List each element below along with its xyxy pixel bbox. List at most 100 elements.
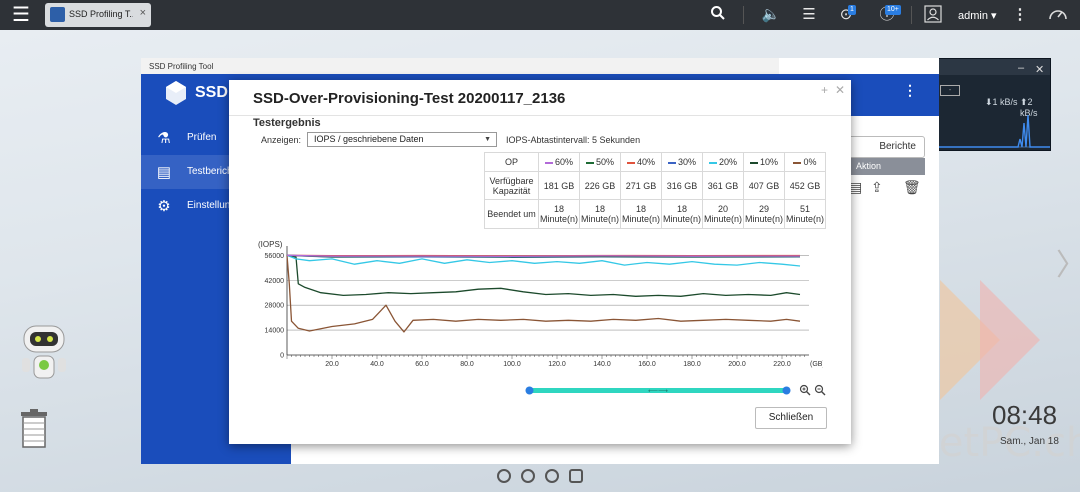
taskbar-divider: [911, 6, 912, 24]
user-icon[interactable]: [922, 5, 944, 25]
op-value: 20%: [718, 157, 737, 167]
user-menu[interactable]: admin ▾: [958, 10, 997, 22]
y-tick-label: 0: [280, 353, 284, 360]
range-slider[interactable]: ⟵⟶: [525, 386, 791, 395]
x-tick-label: 20.0: [325, 361, 339, 368]
chevron-down-icon: ▼: [484, 136, 491, 143]
maximize-icon[interactable]: +: [821, 83, 829, 97]
ended-value: 18 Minute(n): [661, 199, 703, 229]
close-button[interactable]: Schließen: [755, 407, 827, 429]
sidebar-item-einstellungen[interactable]: ⚙ Einstellungen: [141, 189, 291, 223]
test-result-dialog: + ✕ SSD-Over-Provisioning-Test 20200117_…: [229, 80, 851, 444]
ssd-logo-icon: [166, 81, 186, 105]
minimize-icon[interactable]: –: [1018, 62, 1025, 74]
op-value: 30%: [677, 157, 696, 167]
x-tick-label: 60.0: [415, 361, 429, 368]
dashboard-icon[interactable]: [1046, 5, 1070, 25]
x-tick-label: 40.0: [370, 361, 384, 368]
op-value: 60%: [554, 157, 573, 167]
divider: [229, 115, 851, 116]
x-axis-label: (GB): [810, 361, 823, 368]
table-cell: 0%: [784, 152, 826, 172]
range-slider-track: [529, 388, 787, 393]
capacity-value: 271 GB: [620, 171, 662, 200]
document-icon[interactable]: ▤: [849, 179, 863, 195]
x-tick-label: 120.0: [548, 361, 566, 368]
sidebar-item-label: Prüfen: [187, 132, 217, 143]
y-tick-label: 42000: [265, 278, 285, 285]
sidebar-item-pruefen[interactable]: ⚗ Prüfen: [141, 121, 291, 155]
zoom-out-icon[interactable]: [814, 384, 826, 396]
x-tick-label: 220.0: [773, 361, 791, 368]
range-slider-handle-left: [525, 386, 534, 395]
ended-value: 20 Minute(n): [702, 199, 744, 229]
legend-swatch: [793, 161, 802, 164]
ended-value: 18 Minute(n): [538, 199, 580, 229]
x-tick-label: 80.0: [460, 361, 474, 368]
next-arrow-icon[interactable]: 〉: [1056, 240, 1080, 284]
show-label: Anzeigen:: [261, 135, 302, 145]
table-cell: 10%: [743, 152, 785, 172]
series-line-60pct: [286, 254, 801, 258]
more-options-icon[interactable]: ⋮: [903, 82, 917, 98]
trash-icon[interactable]: [18, 408, 50, 448]
table-cell: 50%: [579, 152, 621, 172]
series-line-10pct: [286, 254, 801, 297]
export-icon[interactable]: ⇪: [871, 179, 883, 195]
dock-icon[interactable]: [497, 469, 511, 483]
taskbar: ☰ SSD Profiling T... × 🔈 ☰ ⊙1 ⓘ10+ admin…: [0, 0, 1080, 30]
window-title: SSD Profiling Tool: [149, 62, 214, 71]
dock-icon[interactable]: [545, 469, 559, 483]
close-icon[interactable]: ✕: [835, 83, 846, 97]
close-tab-icon[interactable]: ×: [139, 7, 146, 19]
legend-swatch: [667, 161, 676, 164]
x-tick-label: 180.0: [683, 361, 701, 368]
x-tick-label: 100.0: [503, 361, 521, 368]
x-tick-label: 160.0: [638, 361, 656, 368]
more-options-icon[interactable]: ⋮: [1012, 6, 1028, 23]
legend-swatch: [626, 161, 635, 164]
robot-mascot-icon[interactable]: [16, 320, 74, 390]
x-tick-label: 140.0: [593, 361, 611, 368]
op-value: 10%: [759, 157, 778, 167]
info-icon[interactable]: ⓘ10+: [872, 5, 902, 25]
window-titlebar: SSD Profiling Tool: [141, 58, 779, 74]
search-icon[interactable]: [707, 5, 729, 25]
dialog-title: SSD-Over-Provisioning-Test 20200117_2136: [253, 90, 566, 107]
range-slider-handle-right: [782, 386, 791, 395]
ended-value: 18 Minute(n): [579, 199, 621, 229]
capacity-value: 226 GB: [579, 171, 621, 200]
dock-icon[interactable]: [521, 469, 535, 483]
close-icon[interactable]: ✕: [1035, 64, 1045, 76]
dock-icon[interactable]: [569, 469, 583, 483]
download-speed: ⬇1 kB/s: [985, 97, 1018, 107]
interface-select[interactable]: -: [940, 85, 960, 96]
report-icon: ▤: [156, 164, 172, 181]
op-table: OP 60% 50% 40% 30% 20% 10% 0% Verfügbare…: [484, 152, 826, 229]
table-cell: 30%: [661, 152, 703, 172]
ticket-icon[interactable]: ⊙ 1: [839, 5, 856, 23]
legend-swatch: [544, 161, 553, 164]
tasks-icon[interactable]: ☰: [802, 6, 816, 23]
delete-icon[interactable]: 🗑: [903, 179, 921, 195]
op-header: OP: [484, 152, 539, 172]
x-tick-label: 200.0: [728, 361, 746, 368]
table-row: Beendet um 18 Minute(n) 18 Minute(n) 18 …: [484, 199, 826, 229]
flask-icon: ⚗: [157, 130, 171, 147]
display-select[interactable]: IOPS / geschriebene Daten ▼: [307, 132, 497, 147]
info-badge: 10+: [885, 5, 901, 15]
sidebar-item-label: Testberichte: [187, 166, 241, 177]
legend-swatch: [749, 161, 758, 164]
delete-reports-button[interactable]: Berichte löschen: [845, 136, 925, 158]
zoom-in-icon[interactable]: [799, 384, 811, 396]
table-cell: 20%: [702, 152, 744, 172]
ssd-app-icon: [50, 7, 65, 22]
volume-icon[interactable]: 🔈: [761, 6, 781, 23]
table-cell: 60%: [538, 152, 580, 172]
menu-icon[interactable]: ☰: [12, 4, 30, 26]
capacity-value: 181 GB: [538, 171, 580, 200]
app-tab[interactable]: SSD Profiling T... ×: [45, 3, 151, 27]
y-axis-label: (IOPS): [258, 240, 283, 249]
ended-value: 29 Minute(n): [743, 199, 785, 229]
sidebar-item-label: Einstellungen: [187, 200, 248, 211]
